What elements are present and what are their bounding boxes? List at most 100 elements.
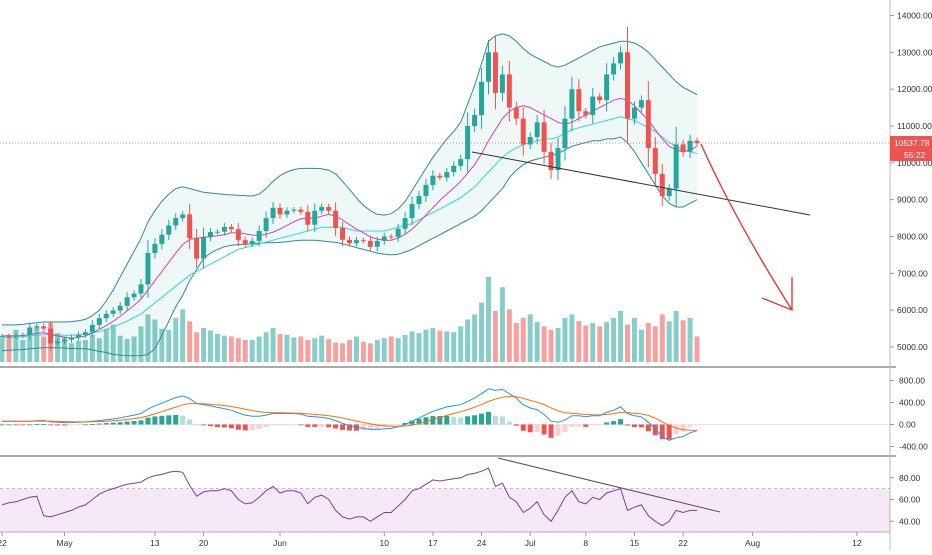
volume-bar [263, 332, 269, 362]
volume-bar [201, 328, 207, 362]
candle-body [166, 225, 172, 235]
macd-histogram-bar [569, 424, 575, 427]
macd-histogram-bar [27, 424, 33, 426]
rsi-band-fill [0, 488, 890, 533]
macd-histogram-bar [110, 422, 116, 425]
volume-bar [360, 341, 366, 362]
macd-histogram-bar [41, 424, 47, 425]
candle-body [611, 63, 617, 75]
macd-histogram-bar [284, 424, 290, 426]
macd-histogram-bar [131, 421, 137, 425]
volume-bar [423, 329, 429, 362]
macd-histogram-bar [666, 424, 672, 440]
candle-body [173, 218, 179, 226]
volume-bar [228, 336, 234, 362]
time-tick-label: 22 [678, 538, 688, 548]
forecast-arrow-head[interactable] [761, 277, 793, 312]
volume-bar [486, 277, 491, 362]
volume-bar [437, 330, 443, 362]
macd-histogram-bar [576, 424, 582, 427]
macd-line [2, 388, 698, 441]
candle-body [527, 137, 533, 145]
volume-bar [367, 343, 373, 362]
volume-bar [20, 339, 26, 362]
candle-body [534, 122, 540, 138]
rsi-trend-line-drawing[interactable] [497, 457, 721, 513]
candle-body [416, 195, 422, 205]
time-tick-label: 13 [150, 538, 160, 548]
volume-bar [402, 334, 408, 362]
candle-body [360, 240, 366, 242]
time-tick-label: 20 [199, 538, 209, 548]
candle-body [437, 175, 443, 178]
candle-body [194, 238, 200, 259]
candle-body [333, 210, 339, 229]
volume-bar [353, 336, 359, 362]
macd-histogram-bar [103, 423, 109, 425]
candle-body [597, 96, 603, 101]
volume-bar [347, 339, 352, 362]
moving-average-line [2, 97, 698, 339]
volume-bar [527, 314, 533, 362]
candle-body [187, 214, 193, 239]
volume-bar [208, 330, 213, 362]
candle-body [0, 335, 5, 337]
forecast-arrow-drawing[interactable] [700, 143, 793, 311]
countdown-label: 55:22 [904, 150, 926, 160]
candle-body [513, 107, 519, 119]
macd-histogram-bar [82, 424, 88, 426]
volume-bar [221, 335, 227, 362]
candle-body [340, 228, 346, 240]
macd-histogram-bar [305, 424, 311, 427]
volume-bar [41, 336, 47, 362]
macd-histogram-bar [625, 424, 630, 426]
macd-histogram-bar [583, 424, 589, 427]
macd-histogram-bar [298, 424, 304, 426]
candle-body [499, 74, 505, 93]
macd-histogram-bar [416, 418, 422, 425]
macd-signal-line [2, 395, 698, 431]
candle-body [680, 144, 686, 152]
volume-bar [235, 338, 241, 362]
macd-histogram-bar [499, 416, 505, 425]
volume-bar [319, 335, 325, 362]
candle-body [645, 100, 651, 149]
volume-bar [96, 338, 102, 362]
candle-body [409, 204, 415, 219]
last-price-label: 10537.78 [894, 138, 930, 148]
candle-body [214, 231, 220, 233]
volume-bar [395, 338, 401, 362]
macd-histogram-bar [326, 424, 332, 428]
candle-body [208, 232, 213, 238]
macd-histogram-bar [145, 417, 151, 425]
volume-bar [340, 343, 346, 362]
candle-body [69, 337, 74, 340]
candle-body [652, 148, 658, 174]
candle-body [27, 327, 33, 335]
macd-histogram-bar [263, 424, 269, 428]
candle-body [430, 175, 436, 185]
macd-histogram-bar [270, 424, 276, 426]
volume-bar [659, 314, 665, 362]
trend-line-drawing[interactable] [471, 151, 811, 216]
macd-histogram-bar [694, 424, 700, 426]
price-tick-label: 7000.00 [897, 268, 928, 278]
candle-body [388, 236, 394, 238]
macd-histogram-bar [444, 415, 450, 425]
volume-bar [270, 328, 276, 362]
volume-bar [13, 329, 19, 362]
macd-histogram-bar [34, 424, 40, 425]
macd-histogram-bar [548, 424, 554, 438]
macd-histogram-bar [187, 419, 193, 425]
macd-histogram-bar [124, 421, 130, 425]
volume-bar [256, 336, 262, 362]
macd-histogram-bar [659, 424, 665, 440]
candle-body [235, 229, 241, 241]
candle-body [666, 188, 672, 196]
volume-bar [597, 326, 603, 362]
candle-body [228, 226, 234, 230]
volume-bar [590, 322, 596, 362]
macd-histogram-bar [6, 424, 12, 426]
